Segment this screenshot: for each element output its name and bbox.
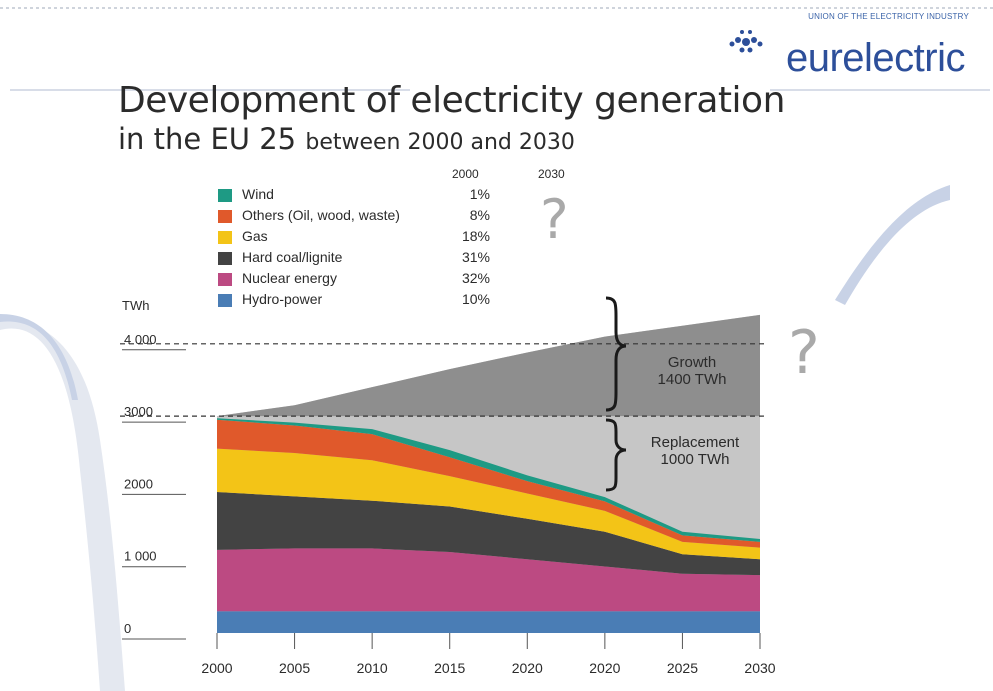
legend-swatch	[218, 189, 232, 202]
chart-areas	[217, 418, 760, 633]
legend-label: Others (Oil, wood, waste)	[242, 207, 400, 223]
area-hard-coal-lignite	[217, 492, 760, 576]
legend-item: Hard coal/lignite 31%	[218, 249, 508, 267]
legend-swatch	[218, 231, 232, 244]
y-tick-label: 1 000	[124, 549, 157, 564]
area-gas	[217, 448, 760, 560]
legend-share: 8%	[469, 207, 490, 223]
legend-label: Gas	[242, 228, 268, 244]
x-tick-label: 2030	[744, 660, 775, 676]
area-nuclear-energy	[217, 548, 760, 612]
growth-text: Growth	[667, 354, 717, 371]
y-axis-ticks: 0 1 000 2000 3000 4 000	[122, 332, 186, 640]
y-tick-label: 4 000	[124, 332, 157, 347]
legend-swatch	[218, 273, 232, 286]
legend-column-2030: 2030	[538, 167, 565, 181]
legend-label: Hard coal/lignite	[242, 249, 343, 265]
x-tick-label: 2020	[512, 660, 543, 676]
area-others-oil-wood-waste-	[217, 419, 760, 548]
legend-label: Wind	[242, 186, 274, 202]
legend-share: 18%	[461, 228, 490, 244]
legend-swatch	[218, 252, 232, 265]
y-tick-label: 3000	[124, 404, 153, 419]
replacement-value: 1000 TWh	[660, 451, 730, 468]
legend-label: Hydro-power	[242, 291, 323, 307]
x-tick-label: 2005	[279, 660, 310, 676]
eurelectric-logo: UNION OF THE ELECTRICITY INDUSTRY eurele…	[720, 8, 975, 80]
logo-wave-icon	[729, 30, 763, 53]
legend-share: 10%	[461, 291, 490, 307]
legend-share: 31%	[461, 249, 490, 265]
question-mark-2030: ?	[540, 188, 569, 251]
x-axis-ticks: 2000 2005 2010 2015 2020 2020 2025 2030	[201, 633, 776, 676]
y-tick-label: 2000	[124, 476, 153, 491]
chart-title-sub: between 2000 and 2030	[305, 130, 575, 155]
legend-swatch	[218, 294, 232, 307]
legend-label: Nuclear energy	[242, 270, 337, 286]
growth-brace	[605, 296, 627, 412]
growth-value: 1400 TWh	[657, 371, 727, 388]
question-mark-right: ?	[788, 318, 820, 388]
area-hydro-power	[217, 611, 760, 633]
legend-item: Wind 1%	[218, 186, 508, 204]
x-tick-label: 2025	[667, 660, 698, 676]
legend-share: 32%	[461, 270, 490, 286]
x-tick-label: 2010	[357, 660, 388, 676]
chart-title-line1: Development of electricity generation	[118, 80, 785, 121]
legend-item: Nuclear energy 32%	[218, 270, 508, 288]
x-tick-label: 2015	[434, 660, 465, 676]
annotation-braces	[605, 296, 627, 492]
growth-area	[217, 314, 760, 417]
replacement-brace	[605, 418, 627, 492]
x-tick-label: 2020	[589, 660, 620, 676]
logo-tagline: UNION OF THE ELECTRICITY INDUSTRY	[808, 12, 969, 21]
replacement-label: Replacement 1000 TWh	[630, 434, 760, 468]
legend-item: Hydro-power 10%	[218, 291, 508, 309]
y-tick-label: 0	[124, 621, 131, 636]
legend-share: 1%	[469, 186, 490, 202]
y-axis-label: TWh	[122, 298, 150, 313]
logo-name: eurelectric	[785, 36, 966, 80]
legend-item: Gas 18%	[218, 228, 508, 246]
legend-item: Others (Oil, wood, waste) 8%	[218, 207, 508, 225]
legend-column-2000: 2000	[452, 167, 479, 181]
chart-title-main: in the EU 25	[118, 122, 297, 156]
growth-label: Growth 1400 TWh	[632, 354, 752, 388]
replacement-text: Replacement	[650, 434, 740, 451]
legend-swatch	[218, 210, 232, 223]
chart-title-line2: in the EU 25 between 2000 and 2030	[118, 122, 575, 156]
x-tick-label: 2000	[201, 660, 232, 676]
